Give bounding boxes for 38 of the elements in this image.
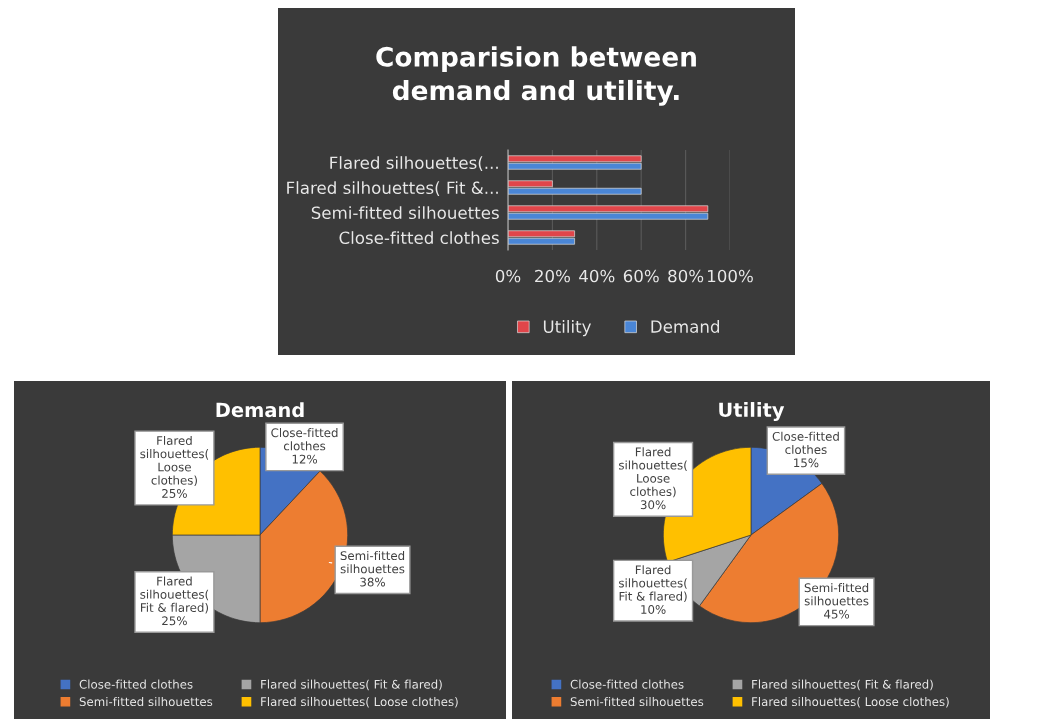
- legend-label: Flared silhouettes( Loose clothes): [752, 696, 949, 708]
- x-tick-label: 60%: [623, 269, 659, 283]
- data-label: 12%: [292, 454, 318, 464]
- data-label: 15%: [794, 458, 819, 468]
- chart-title: Utility: [719, 402, 785, 421]
- y-tick-label: Close-fitted clothes: [339, 231, 499, 245]
- chart-title: Demand: [216, 402, 304, 418]
- legend-label: Flared silhouettes( Fit & flared): [752, 679, 933, 691]
- data-label: 45%: [824, 609, 850, 619]
- x-tick-label: 20%: [535, 269, 570, 283]
- slice-label: Flared silhouettes( Fit & flared): [619, 565, 687, 603]
- y-tick-label: Flared silhouettes(...: [330, 156, 498, 172]
- x-tick-label: 0%: [495, 269, 521, 283]
- slice-label: Flared silhouettes( Loose clothes): [619, 447, 687, 498]
- legend-label: Utility: [543, 320, 592, 337]
- legend-label: Close-fitted clothes: [79, 679, 193, 689]
- legend-label: Demand: [651, 320, 719, 333]
- data-label: 30%: [640, 500, 666, 510]
- slice-label: Flared silhouettes( Loose clothes): [140, 435, 209, 487]
- data-label: 38%: [360, 577, 385, 587]
- legend-label: Semi-fitted silhouettes: [570, 696, 704, 707]
- legend-label: Semi-fitted silhouettes: [79, 696, 213, 707]
- y-tick-label: Semi-fitted silhouettes: [311, 206, 499, 220]
- data-label: 25%: [162, 616, 187, 626]
- slice-label: Close-fitted clothes: [772, 431, 839, 455]
- legend-label: Close-fitted clothes: [570, 679, 684, 689]
- chart-title: Comparision between demand and utility.: [376, 46, 696, 106]
- x-tick-label: 80%: [668, 269, 704, 283]
- legend-label: Flared silhouettes( Loose clothes): [261, 696, 458, 708]
- legend-label: Flared silhouettes( Fit & flared): [261, 679, 442, 691]
- slice-label: Close-fitted clothes: [271, 428, 338, 451]
- x-tick-label: 100%: [708, 269, 753, 283]
- data-label: 25%: [162, 488, 187, 498]
- slice-label: Flared silhouettes( Fit & flared): [140, 576, 209, 614]
- slice-label: Semi-fitted silhouettes: [804, 583, 869, 606]
- data-label: 10%: [641, 604, 666, 614]
- x-tick-label: 40%: [579, 269, 615, 283]
- y-tick-label: Flared silhouettes( Fit &...: [287, 181, 498, 197]
